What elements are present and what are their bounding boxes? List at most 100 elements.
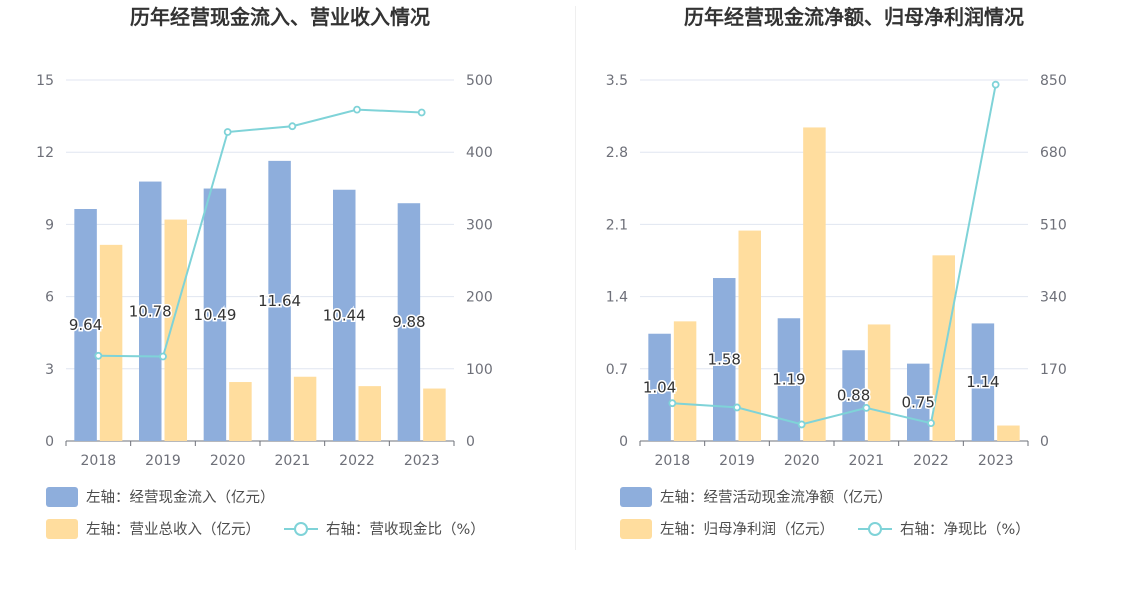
y-left-tick-label: 12 [36, 145, 54, 161]
bar-primary [203, 188, 227, 441]
bar-primary [139, 181, 162, 441]
ratio-point [733, 403, 741, 412]
bar-primary [777, 318, 801, 441]
ratio-point [417, 108, 426, 117]
bar-primary [333, 189, 356, 441]
x-tick-label: 2019 [719, 453, 755, 469]
y-right-tick-label: 200 [466, 290, 493, 306]
bar-value-label: 1.58 [708, 351, 741, 369]
legend-label: 右轴：净现比（%） [900, 521, 1030, 538]
bar-value-label: 10.49 [193, 306, 236, 324]
ratio-point [94, 351, 103, 360]
legend-swatch-bar [46, 487, 78, 507]
x-tick-label: 2023 [978, 453, 1014, 469]
x-tick-label: 2019 [145, 453, 181, 469]
ratio-point [862, 403, 871, 412]
y-right-tick-label: 510 [1040, 217, 1067, 233]
bar-value-label: 1.19 [772, 371, 805, 389]
ratio-line [672, 84, 997, 426]
bar-secondary [738, 230, 761, 441]
x-tick-label: 2018 [81, 453, 117, 469]
bar-secondary [423, 388, 446, 441]
x-tick-label: 2021 [275, 453, 311, 469]
chart-title: 历年经营现金流净额、归母净利润情况 [684, 5, 1024, 29]
bar-value-label: 9.88 [392, 313, 425, 331]
ratio-point [159, 352, 167, 361]
y-left-tick-label: 3.5 [606, 73, 628, 89]
y-left-tick-label: 9 [45, 217, 54, 233]
x-tick-label: 2023 [404, 453, 440, 469]
y-left-tick-label: 0 [45, 434, 54, 450]
y-left-tick-label: 6 [45, 290, 54, 306]
legend-label: 左轴：经营现金流入（亿元） [86, 489, 275, 506]
y-left-tick-label: 3 [45, 362, 54, 378]
y-right-tick-label: 850 [1040, 73, 1067, 89]
y-right-tick-label: 0 [1040, 434, 1049, 450]
chart-svg: 历年经营现金流入、营业收入情况 0 0 3 100 6 200 9 300 12 400 15 500 2… [36, 5, 493, 539]
ratio-point [223, 128, 232, 136]
ratio-point [288, 122, 297, 131]
legend-label: 右轴：营收现金比（%） [326, 521, 485, 538]
bar-value-label: 0.88 [837, 387, 870, 405]
bar-secondary [867, 324, 891, 441]
x-tick-label: 2018 [655, 453, 691, 469]
x-tick-label: 2020 [210, 453, 246, 469]
bar-value-label: 9.64 [69, 316, 102, 334]
bar-primary [397, 203, 421, 441]
ratio-point [668, 399, 677, 408]
y-left-tick-label: 2.1 [606, 217, 628, 233]
legend-label: 左轴：经营活动现金流净额（亿元） [660, 489, 892, 506]
legend-label: 左轴：营业总收入（亿元） [86, 521, 260, 538]
bar-primary [842, 350, 865, 441]
bar-secondary [99, 244, 123, 441]
legend-swatch-marker [294, 522, 308, 536]
bar-primary [268, 160, 291, 441]
legend-label: 左轴：归母净利润（亿元） [660, 521, 834, 538]
bar-secondary [673, 321, 697, 441]
bar-primary [971, 323, 995, 441]
ratio-point [927, 419, 935, 428]
y-right-tick-label: 170 [1040, 362, 1067, 378]
bar-secondary [293, 376, 317, 441]
y-right-tick-label: 300 [466, 217, 493, 233]
legend-swatch-bar [620, 487, 652, 507]
chart-panel-cash-inflow-revenue: 历年经营现金流入、营业收入情况 0 0 3 100 6 200 9 300 12 400 15 500 2… [36, 5, 493, 539]
y-left-tick-label: 2.8 [606, 145, 628, 161]
y-right-tick-label: 500 [466, 73, 493, 89]
bar-value-label: 1.04 [643, 378, 676, 396]
bar-value-label: 11.64 [258, 292, 301, 310]
bar-secondary [997, 425, 1020, 441]
bar-secondary [358, 386, 381, 441]
x-tick-label: 2021 [849, 453, 885, 469]
bar-value-label: 10.44 [323, 306, 366, 324]
ratio-point [991, 80, 1000, 89]
y-right-tick-label: 680 [1040, 145, 1067, 161]
bar-primary [74, 208, 97, 441]
y-left-tick-label: 0.7 [606, 362, 628, 378]
ratio-point [797, 420, 806, 429]
y-right-tick-label: 340 [1040, 290, 1067, 306]
panel-divider [575, 6, 576, 550]
y-right-tick-label: 100 [466, 362, 493, 378]
ratio-line [98, 108, 422, 358]
ratio-point [353, 105, 361, 114]
bar-secondary [803, 127, 826, 442]
bar-secondary [229, 382, 252, 441]
bar-value-label: 10.78 [129, 302, 172, 320]
y-right-tick-label: 400 [466, 145, 493, 161]
legend-swatch-bar [620, 519, 652, 539]
chart-panel-net-cash-profit: 历年经营现金流净额、归母净利润情况 0 0 0.7 170 1.4 340 2.1 510 2.8… [574, 0, 1148, 589]
y-right-tick-label: 0 [466, 434, 475, 450]
y-left-tick-label: 15 [36, 73, 54, 89]
y-left-tick-label: 0 [619, 434, 628, 450]
legend-swatch-marker [868, 522, 882, 536]
chart-svg: 历年经营现金流净额、归母净利润情况 0 0 0.7 170 1.4 340 2.1 510 2.8… [606, 5, 1067, 539]
bar-value-label: 1.14 [966, 373, 999, 391]
x-tick-label: 2022 [339, 453, 375, 469]
bar-primary [713, 278, 736, 441]
y-left-tick-label: 1.4 [606, 290, 628, 306]
bar-secondary [164, 219, 187, 441]
chart-title: 历年经营现金流入、营业收入情况 [130, 5, 430, 29]
x-tick-label: 2022 [913, 453, 949, 469]
bar-primary [648, 333, 671, 441]
